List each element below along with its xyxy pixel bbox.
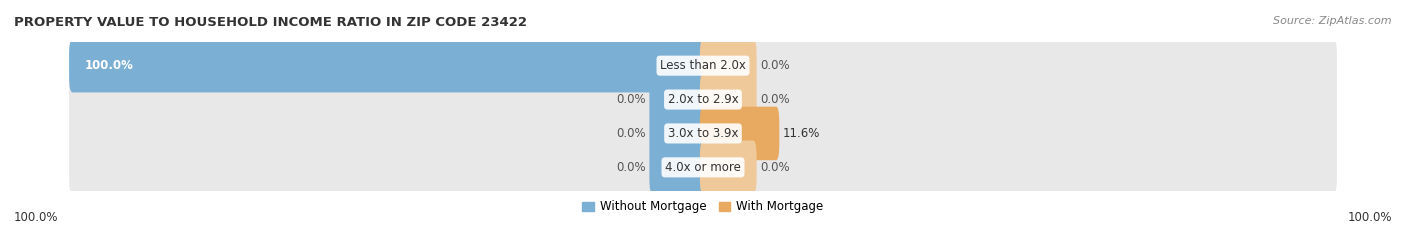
FancyBboxPatch shape: [700, 107, 779, 160]
FancyBboxPatch shape: [700, 73, 1337, 126]
Legend: Without Mortgage, With Mortgage: Without Mortgage, With Mortgage: [578, 195, 828, 218]
Text: 0.0%: 0.0%: [617, 127, 647, 140]
Text: 3.0x to 3.9x: 3.0x to 3.9x: [668, 127, 738, 140]
FancyBboxPatch shape: [700, 39, 756, 93]
Text: Source: ZipAtlas.com: Source: ZipAtlas.com: [1274, 16, 1392, 26]
Text: 4.0x or more: 4.0x or more: [665, 161, 741, 174]
FancyBboxPatch shape: [700, 73, 756, 126]
FancyBboxPatch shape: [69, 107, 706, 160]
FancyBboxPatch shape: [69, 140, 706, 194]
Text: PROPERTY VALUE TO HOUSEHOLD INCOME RATIO IN ZIP CODE 23422: PROPERTY VALUE TO HOUSEHOLD INCOME RATIO…: [14, 16, 527, 29]
FancyBboxPatch shape: [650, 140, 706, 194]
FancyBboxPatch shape: [650, 107, 706, 160]
Text: 11.6%: 11.6%: [783, 127, 820, 140]
FancyBboxPatch shape: [69, 39, 706, 93]
Text: 0.0%: 0.0%: [759, 93, 789, 106]
FancyBboxPatch shape: [700, 140, 1337, 194]
FancyBboxPatch shape: [700, 39, 1337, 93]
Text: 0.0%: 0.0%: [759, 161, 789, 174]
Text: 100.0%: 100.0%: [84, 59, 134, 72]
FancyBboxPatch shape: [650, 73, 706, 126]
Text: 0.0%: 0.0%: [617, 161, 647, 174]
FancyBboxPatch shape: [700, 107, 1337, 160]
FancyBboxPatch shape: [69, 73, 706, 126]
Text: 2.0x to 2.9x: 2.0x to 2.9x: [668, 93, 738, 106]
FancyBboxPatch shape: [700, 140, 756, 194]
Text: 0.0%: 0.0%: [617, 93, 647, 106]
Text: Less than 2.0x: Less than 2.0x: [659, 59, 747, 72]
Text: 100.0%: 100.0%: [14, 211, 59, 224]
FancyBboxPatch shape: [69, 39, 706, 93]
Text: 0.0%: 0.0%: [759, 59, 789, 72]
Text: 100.0%: 100.0%: [1347, 211, 1392, 224]
